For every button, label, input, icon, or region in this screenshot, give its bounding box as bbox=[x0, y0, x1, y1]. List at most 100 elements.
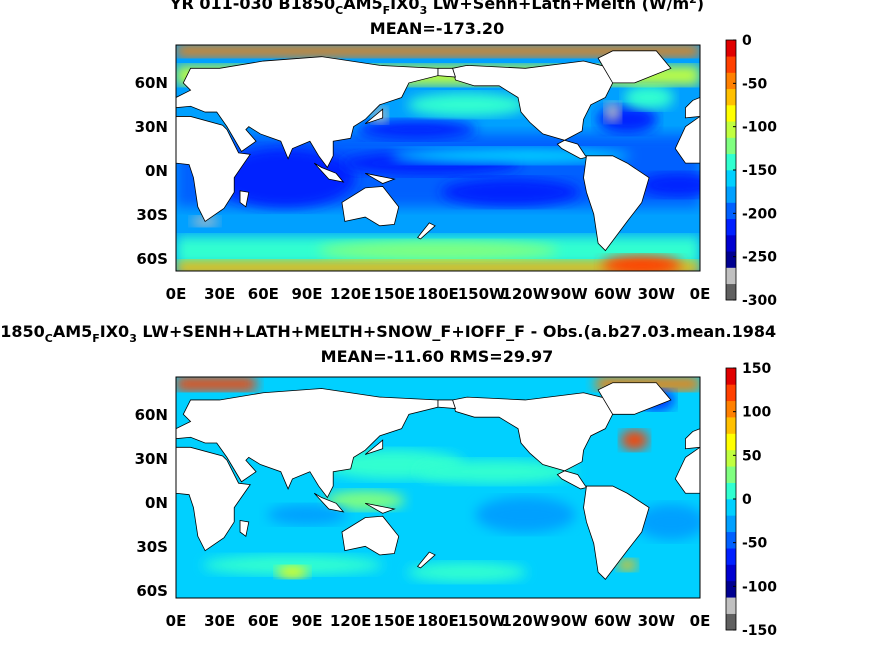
lat-label: 0N bbox=[145, 494, 168, 512]
field bbox=[176, 45, 700, 57]
lat-label: 0N bbox=[145, 162, 168, 180]
land bbox=[437, 67, 457, 78]
field bbox=[604, 102, 621, 123]
colorbar-swatch bbox=[726, 597, 736, 614]
colorbar-swatch bbox=[726, 186, 736, 203]
land bbox=[176, 446, 251, 552]
colorbar-swatch bbox=[726, 137, 736, 155]
field bbox=[202, 554, 383, 575]
land bbox=[341, 515, 400, 556]
colorbar-swatch bbox=[726, 88, 736, 106]
lon-label: 120E bbox=[330, 285, 372, 303]
lon-label: 0E bbox=[166, 612, 187, 630]
lon-label: 60E bbox=[248, 612, 279, 630]
colorbar-tick-label: -200 bbox=[742, 206, 777, 222]
lon-label: 150E bbox=[374, 285, 416, 303]
colorbar-swatch bbox=[726, 466, 736, 483]
colorbar-swatch bbox=[726, 267, 736, 285]
lon-label: 120W bbox=[501, 612, 549, 630]
colorbar-swatch bbox=[726, 121, 736, 138]
land bbox=[583, 155, 650, 252]
colorbar-swatch bbox=[726, 449, 736, 467]
colorbar-tick-label: 150 bbox=[742, 361, 771, 377]
field bbox=[620, 430, 649, 451]
land bbox=[239, 520, 250, 537]
field bbox=[475, 496, 576, 533]
colorbar-tick-label: 0 bbox=[742, 33, 752, 49]
colorbar-swatch bbox=[726, 515, 736, 533]
colorbar-swatch bbox=[726, 283, 736, 301]
land bbox=[176, 388, 439, 499]
colorbar-swatch bbox=[726, 531, 736, 549]
colorbar-swatch bbox=[726, 235, 736, 252]
lat-label: 30S bbox=[136, 538, 168, 556]
field bbox=[440, 178, 581, 207]
colorbar-tick-label: 100 bbox=[742, 405, 771, 421]
colorbar-tick-label: -50 bbox=[742, 536, 768, 552]
lon-label: 60W bbox=[594, 612, 632, 630]
lon-label: 150E bbox=[374, 612, 416, 630]
colorbar-swatch bbox=[726, 72, 736, 90]
colorbar-swatch bbox=[726, 580, 736, 598]
lon-label: 30W bbox=[638, 285, 676, 303]
land bbox=[313, 492, 345, 513]
land bbox=[364, 108, 384, 125]
colorbar-swatch bbox=[726, 153, 736, 171]
lat-label: 30S bbox=[136, 206, 168, 224]
colorbar-tick-label: -150 bbox=[742, 163, 777, 179]
land bbox=[176, 56, 439, 169]
land bbox=[437, 399, 457, 410]
lat-label: 60S bbox=[136, 250, 168, 268]
land bbox=[341, 186, 400, 227]
panel-subtitle: MEAN=-11.60 RMS=29.97 bbox=[321, 347, 554, 366]
colorbar-swatch bbox=[726, 202, 736, 220]
colorbar-swatch bbox=[726, 613, 736, 631]
field bbox=[638, 172, 700, 197]
map bbox=[176, 45, 700, 271]
lon-label: 60E bbox=[248, 285, 279, 303]
field bbox=[624, 85, 675, 110]
lon-label: 30E bbox=[204, 612, 235, 630]
lon-label: 30E bbox=[204, 285, 235, 303]
land bbox=[597, 50, 672, 84]
lat-label: 60N bbox=[135, 74, 168, 92]
colorbar-swatch bbox=[726, 368, 736, 385]
colorbar-swatch bbox=[726, 499, 736, 516]
lon-label: 150W bbox=[458, 612, 506, 630]
colorbar-swatch bbox=[726, 417, 736, 434]
land bbox=[176, 116, 251, 223]
colorbar-swatch bbox=[726, 170, 736, 187]
lat-label: 30N bbox=[135, 450, 168, 468]
colorbar-swatch bbox=[726, 40, 736, 57]
land bbox=[416, 551, 436, 569]
field bbox=[635, 503, 700, 540]
lon-label: 180E bbox=[417, 285, 459, 303]
land bbox=[239, 190, 250, 208]
colorbar-swatch bbox=[726, 400, 736, 418]
colorbar-tick-label: -300 bbox=[742, 293, 777, 309]
colorbar-swatch bbox=[726, 384, 736, 402]
colorbar-tick-label: -150 bbox=[742, 623, 777, 639]
panel-title: B1850CAM5FIX03 LW+SENH+LATH+MELTH+SNOW_F… bbox=[0, 322, 776, 345]
lon-label: 90W bbox=[550, 612, 588, 630]
lon-label: 120E bbox=[330, 612, 372, 630]
field bbox=[176, 260, 700, 271]
colorbar-swatch bbox=[726, 564, 736, 582]
map-frame bbox=[175, 376, 701, 599]
field bbox=[617, 558, 638, 571]
land bbox=[674, 446, 700, 494]
lon-label: 90W bbox=[550, 285, 588, 303]
lat-label: 30N bbox=[135, 118, 168, 136]
colorbar-swatch bbox=[726, 251, 736, 268]
land bbox=[313, 162, 345, 183]
field bbox=[318, 240, 558, 261]
field bbox=[601, 255, 682, 271]
field bbox=[356, 119, 477, 140]
lon-label: 0E bbox=[166, 285, 187, 303]
land bbox=[685, 428, 700, 450]
colorbar-swatch bbox=[726, 56, 736, 73]
land bbox=[685, 97, 700, 119]
field bbox=[325, 490, 406, 511]
field bbox=[407, 562, 528, 583]
